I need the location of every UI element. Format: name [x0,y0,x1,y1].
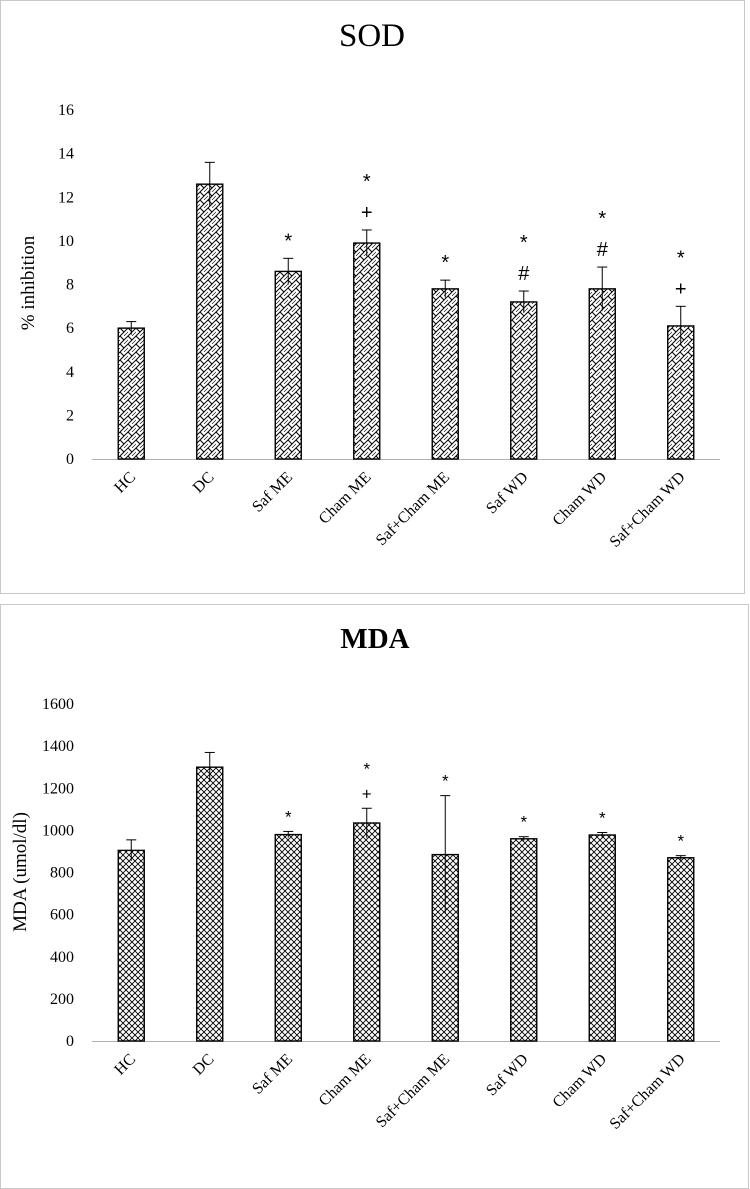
mda-y-tick-label: 1000 [42,822,74,839]
sod-y-tick-label: 0 [66,451,74,468]
sod-y-tick-label: 4 [66,364,74,381]
sod-bar [431,288,459,460]
sod-y-tick-label: 6 [66,320,74,337]
mda-chart-title: MDA [340,623,409,655]
sod-significance-marker: * [441,252,449,274]
mda-significance-marker: + [362,784,372,803]
sod-y-tick-label: 14 [58,146,74,163]
mda-chart-panel: MDA MDA (umol/dl) 0 200 400 600 800 1000 1200 1… [0,604,749,1189]
sod-significance-marker: * [284,230,292,252]
sod-significance-marker: # [597,239,609,261]
mda-y-tick-label: 600 [50,907,74,924]
sod-y-tick-label: 12 [58,189,74,206]
mda-bar [667,857,695,1042]
mda-y-tick-label: 1400 [42,738,74,755]
mda-significance-marker: * [363,759,370,778]
mda-y-axis-label: MDA (umol/dl) [10,812,31,932]
sod-significance-marker: # [518,263,530,285]
mda-y-tick-label: 1200 [42,780,74,797]
mda-bar [117,849,145,1042]
mda-y-tick-label: 800 [50,865,74,882]
sod-significance-marker: * [520,232,528,254]
sod-y-tick-label: 16 [58,102,74,119]
mda-y-tick-label: 0 [66,1033,74,1050]
sod-significance-marker: + [675,278,687,300]
sod-y-tick-label: 10 [58,233,74,250]
mda-significance-marker: * [285,807,292,826]
mda-significance-marker: * [677,832,684,851]
sod-bar [196,183,224,460]
sod-bar [353,242,381,460]
sod-y-tick-label: 8 [66,277,74,294]
sod-chart-title: SOD [339,18,405,54]
mda-significance-marker: * [520,813,527,832]
mda-bar [196,766,224,1042]
mda-y-tick-label: 400 [50,949,74,966]
mda-y-tick-label: 1600 [42,696,74,713]
sod-y-tick-label: 2 [66,407,74,424]
sod-significance-marker: + [361,202,373,224]
mda-bar [510,838,538,1042]
mda-bar [353,822,381,1042]
sod-bar [667,325,695,460]
sod-bar [117,327,145,460]
sod-y-axis-label: % inhibition [18,235,39,330]
sod-significance-marker: * [598,208,606,230]
sod-significance-marker: * [677,247,685,269]
sod-bar [588,288,616,460]
sod-bar [274,270,302,460]
mda-significance-marker: * [599,808,606,827]
mda-bar [274,833,302,1042]
mda-significance-marker: * [442,772,449,791]
mda-bar [588,834,616,1042]
mda-y-tick-label: 200 [50,991,74,1008]
sod-significance-marker: * [363,171,371,193]
sod-bar [510,301,538,460]
